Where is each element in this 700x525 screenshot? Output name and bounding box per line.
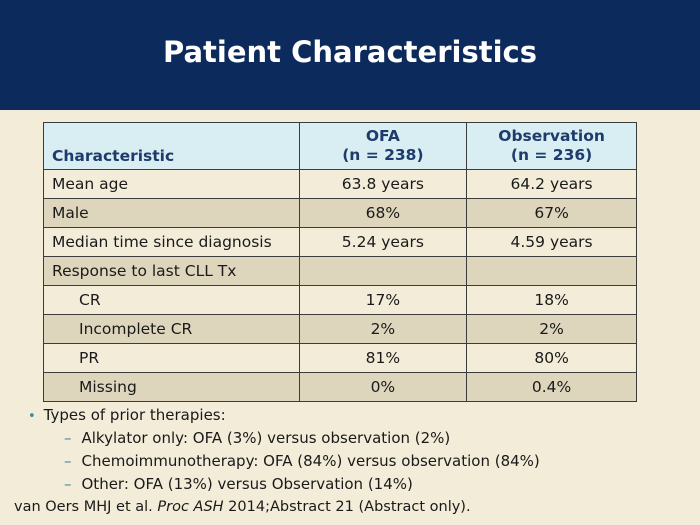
row-label-cell: CR <box>43 285 300 315</box>
observation-value-cell: 80% <box>466 343 637 373</box>
header-observation: Observation (n = 236) <box>466 122 637 170</box>
sub-bullet-text: Chemoimmunotherapy: OFA (84%) versus obs… <box>81 452 540 470</box>
header-ofa-name: OFA <box>365 127 400 145</box>
ofa-value-cell: 17% <box>298 285 468 315</box>
observation-value-cell: 0.4% <box>466 372 637 402</box>
header-observation-n: (n = 236) <box>510 146 593 164</box>
sub-bullet-item: – Other: OFA (13%) versus Observation (1… <box>64 475 540 493</box>
header-ofa: OFA (n = 238) <box>298 122 468 170</box>
row-label-cell: Male <box>43 198 300 228</box>
row-label-cell: Median time since diagnosis <box>43 227 300 257</box>
ofa-value-cell: 81% <box>298 343 468 373</box>
sub-bullet-item: – Alkylator only: OFA (3%) versus observ… <box>64 429 540 447</box>
citation-journal: Proc ASH <box>157 499 224 515</box>
ofa-value-cell: 5.24 years <box>298 227 468 257</box>
dash-icon: – <box>64 452 72 470</box>
row-label-cell: Response to last CLL Tx <box>43 256 300 286</box>
ofa-value-cell: 2% <box>298 314 468 344</box>
table-row: CR 17% 18% <box>43 285 637 315</box>
observation-value-cell: 2% <box>466 314 637 344</box>
row-label-cell: Incomplete CR <box>43 314 300 344</box>
dash-icon: – <box>64 475 72 493</box>
table-row: Male 68% 67% <box>43 198 637 228</box>
bullet-text: Types of prior therapies: <box>43 406 226 424</box>
sub-bullet-item: – Chemoimmunotherapy: OFA (84%) versus o… <box>64 452 540 470</box>
ofa-value-cell: 63.8 years <box>298 169 468 199</box>
row-label-cell: Mean age <box>43 169 300 199</box>
citation-authors: van Oers MHJ et al. <box>14 499 158 515</box>
header-ofa-n: (n = 238) <box>342 146 424 164</box>
ofa-value-cell <box>298 256 468 286</box>
observation-value-cell: 4.59 years <box>466 227 637 257</box>
row-label-cell: PR <box>43 343 300 373</box>
header-characteristic: Characteristic <box>43 122 300 170</box>
table-row: Missing 0% 0.4% <box>43 372 637 402</box>
bullet-dot-icon: • <box>28 409 36 424</box>
table-row: Mean age 63.8 years 64.2 years <box>43 169 637 199</box>
header-observation-name: Observation <box>498 127 605 145</box>
ofa-value-cell: 0% <box>298 372 468 402</box>
citation-rest: 2014;Abstract 21 (Abstract only). <box>223 499 471 515</box>
observation-value-cell: 64.2 years <box>466 169 637 199</box>
table-row: Incomplete CR 2% 2% <box>43 314 637 344</box>
bullet-item: • Types of prior therapies: <box>28 406 540 424</box>
ofa-value-cell: 68% <box>298 198 468 228</box>
observation-value-cell: 67% <box>466 198 637 228</box>
dash-icon: – <box>64 429 72 447</box>
patient-characteristics-table: Characteristic OFA (n = 238) Observation… <box>43 122 637 402</box>
row-label-cell: Missing <box>43 372 300 402</box>
table-row: Median time since diagnosis 5.24 years 4.5… <box>43 227 637 257</box>
sub-bullet-text: Other: OFA (13%) versus Observation (14%… <box>81 475 413 493</box>
slide-title: Patient Characteristics <box>163 35 537 69</box>
table-header-row: Characteristic OFA (n = 238) Observation… <box>43 122 637 170</box>
prior-therapies-list: • Types of prior therapies: – Alkylator … <box>28 406 540 493</box>
table-row: Response to last CLL Tx <box>43 256 637 286</box>
observation-value-cell <box>466 256 637 286</box>
observation-value-cell: 18% <box>466 285 637 315</box>
table-row: PR 81% 80% <box>43 343 637 373</box>
sub-bullet-text: Alkylator only: OFA (3%) versus observat… <box>81 429 451 447</box>
title-banner: Patient Characteristics <box>0 0 700 110</box>
citation: van Oers MHJ et al. Proc ASH 2014;Abstra… <box>14 499 471 515</box>
